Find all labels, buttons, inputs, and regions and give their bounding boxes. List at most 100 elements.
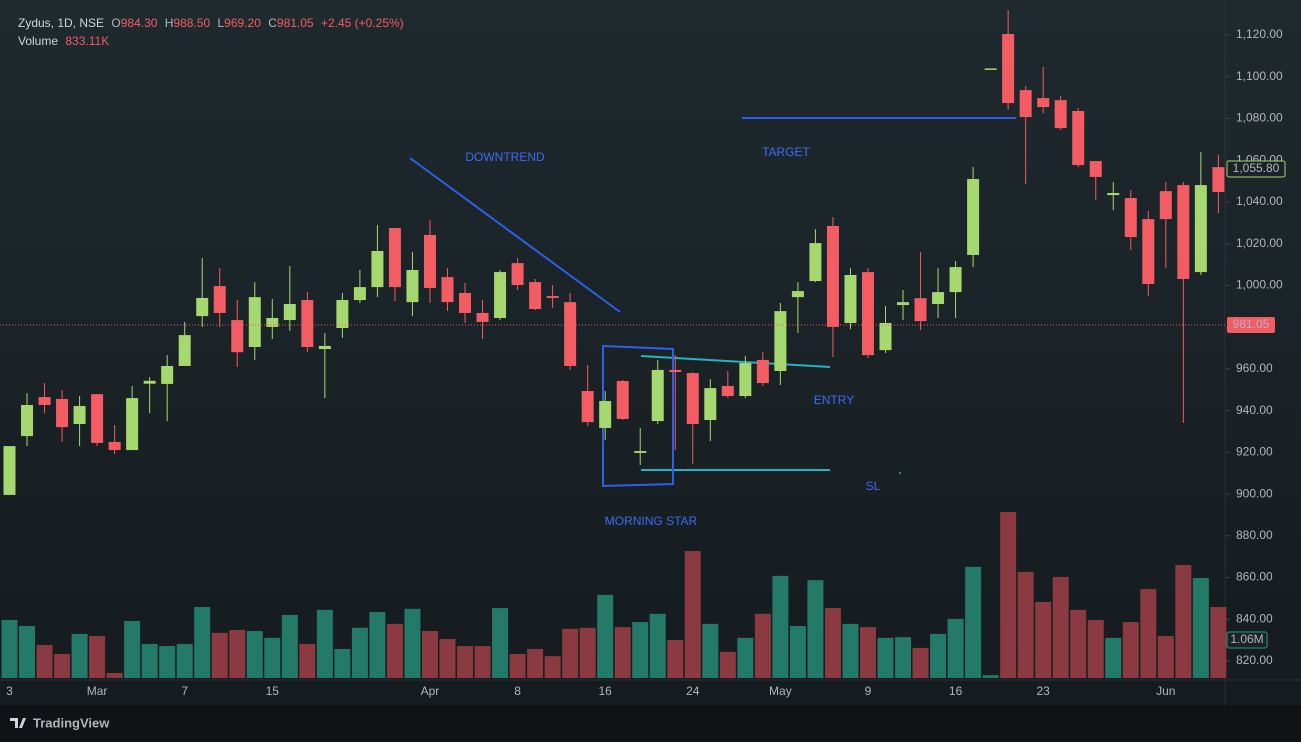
volume-bar [737,637,754,678]
volume-bar [281,614,298,678]
volume-bar [912,647,929,678]
candle-body [529,282,542,310]
candle-body [634,451,647,453]
chart-background [0,0,1301,705]
volume-bar [965,566,982,678]
x-tick-label: 23 [1037,684,1051,698]
candle-body [704,388,717,421]
candle-body [1159,191,1172,220]
x-tick-label: Jun [1156,684,1175,698]
candle-body [1002,34,1015,104]
candle-body [3,446,16,495]
volume-bar [632,622,649,678]
candle-body [1194,185,1207,273]
candle-body [861,272,874,356]
volume-bar [579,627,596,678]
last-price-label: 981.05 [1233,317,1270,331]
candle-body [984,68,997,70]
candle-body [581,391,594,423]
candle-body [809,243,822,282]
candle-body [406,269,419,303]
volume-bar [1210,607,1227,678]
candle-body [196,297,209,317]
y-tick-label: 960.00 [1236,361,1273,375]
candle-body [38,397,51,405]
volume-bar [895,637,912,678]
volume-tag-label: 1.06M [1230,632,1263,646]
y-tick-label: 1,080.00 [1236,111,1283,125]
volume-bar [124,620,141,678]
volume-bar [492,608,509,678]
brand-logo: TradingView [10,715,110,730]
volume-bar [1000,512,1017,678]
x-tick-label: 8 [514,684,521,698]
candle-body [1072,111,1085,166]
morning-star-box [602,344,674,488]
volume-header: Volume 833.11K [18,34,109,48]
candle-body [213,286,226,313]
volume-bar [1,619,18,678]
volume-bar [544,656,561,678]
annotation: MORNING STAR [605,514,698,528]
volume-bar [229,629,246,678]
y-tick-label: 1,020.00 [1236,236,1283,250]
candle-body [108,441,121,451]
candle-body [388,228,401,288]
x-tick-label: 7 [181,684,188,698]
volume-bar [106,672,123,678]
volume-bar [1157,636,1174,678]
volume-bar [789,626,806,678]
entry-line [640,355,831,368]
y-tick-label: 1,000.00 [1236,278,1283,292]
candle-body [73,406,86,424]
volume-bar [877,637,894,678]
y-tick-label: 1,040.00 [1236,194,1283,208]
volume-bar [754,613,771,678]
volume-bar [649,613,666,678]
x-tick-label: 24 [686,684,700,698]
candle-body [248,297,261,347]
x-tick-label: Apr [421,684,440,698]
ohlc-label: C [268,16,277,30]
volume-bar [19,626,36,678]
candle-body [599,401,612,428]
symbol: Zydus, 1D, NSE [18,16,104,30]
volume-bar [421,631,438,678]
candle-body [1019,90,1032,118]
candle-body [301,300,314,347]
ohlc-value: 984.30 [121,16,158,30]
volume-bar [369,612,386,678]
volume-bar [684,551,701,678]
volume-bar [1175,565,1192,678]
candle-body [1107,193,1120,196]
candle-body [686,373,699,424]
ohlc-value: 988.50 [173,16,210,30]
last-price-tag [1227,316,1275,333]
volume-bar [351,627,368,678]
candle-body [1054,100,1067,129]
volume-bar [719,651,736,678]
ohlc-value: 969.20 [224,16,261,30]
y-tick-label: 840.00 [1236,611,1273,625]
annotation: ENTRY [814,393,854,407]
y-tick-label: 920.00 [1236,445,1273,459]
volume-bar [36,645,53,678]
volume-bar [702,623,719,678]
ohlc-value: 981.05 [277,16,314,30]
volume-bar [474,646,491,678]
volume-bar [54,653,71,678]
volume-bar [1087,619,1104,678]
volume-bar [386,623,403,678]
candle-body [932,292,945,305]
ohlc-label: O [111,16,120,30]
y-tick-label: 880.00 [1236,528,1273,542]
volume-bar [246,631,263,678]
candle-body [266,317,279,327]
candle-body [143,380,156,384]
candle-body [669,369,682,373]
volume-bar [141,643,158,678]
candle-body [476,312,489,322]
y-tick-label: 900.00 [1236,486,1273,500]
y-tick-label: 860.00 [1236,570,1273,584]
